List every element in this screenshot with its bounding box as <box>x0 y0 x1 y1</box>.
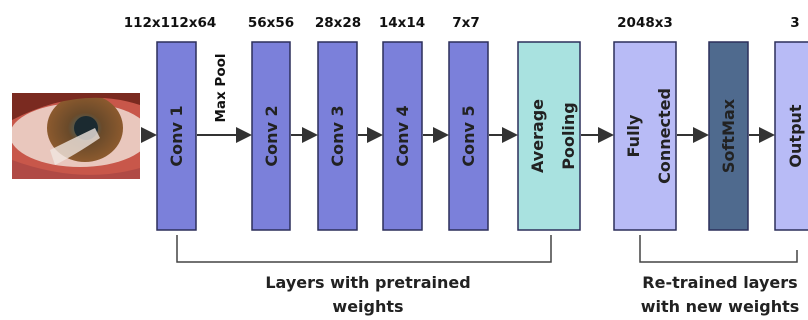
layer-label: Conv 5 <box>459 105 478 166</box>
layer-label: Conv 4 <box>393 105 412 166</box>
dimension-label: 28x28 <box>315 15 361 31</box>
annotation: Max Pool <box>213 53 229 122</box>
dimension-label: 56x56 <box>248 15 294 31</box>
bracket <box>177 235 551 262</box>
eye-image <box>10 93 150 179</box>
bracket <box>640 235 797 262</box>
dimension-label: 7x7 <box>452 15 480 31</box>
dimension-label: 14x14 <box>379 15 425 31</box>
layer-label: Output <box>786 104 805 167</box>
layer-label: Conv 1 <box>167 105 186 166</box>
dimension-label: 112x112x64 <box>124 15 217 31</box>
dimension-label: 2048x3 <box>617 15 673 31</box>
layer-label: SoftMax <box>719 98 738 173</box>
dimension-label: 3 <box>790 15 799 31</box>
diagram: 112x112x64 56x56 28x28 14x14 7x7 2048x3 … <box>0 0 808 320</box>
layer-label: Conv 3 <box>328 105 347 166</box>
layer-label: Conv 2 <box>262 105 281 166</box>
